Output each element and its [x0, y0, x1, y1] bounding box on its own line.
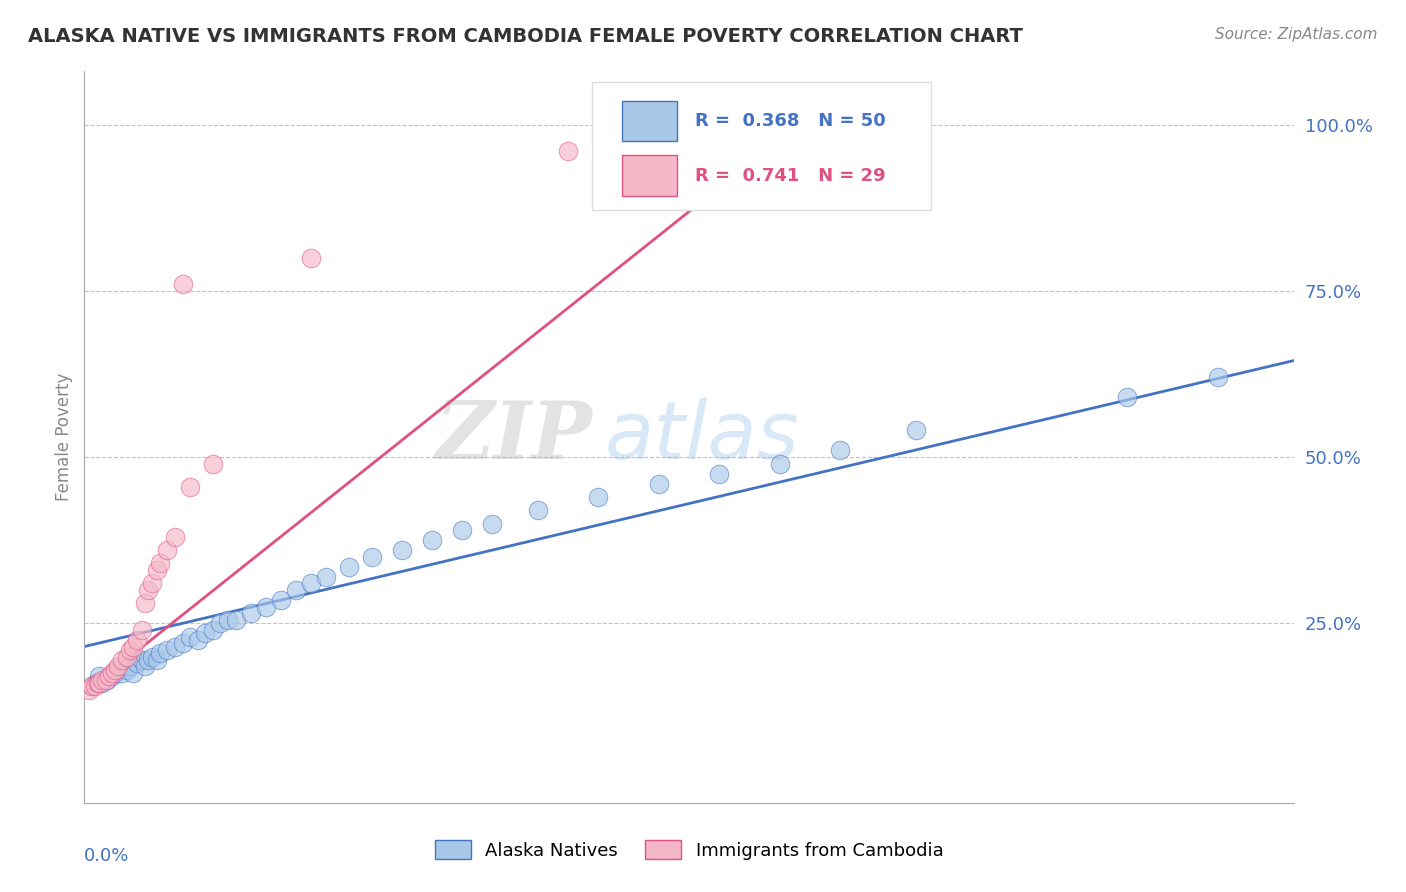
- Point: [77, 682, 100, 697]
- Point: [172, 277, 194, 292]
- Text: R =  0.368   N = 50: R = 0.368 N = 50: [695, 112, 886, 129]
- Point: [118, 659, 141, 673]
- Y-axis label: Female Poverty: Female Poverty: [55, 373, 73, 501]
- Point: [115, 663, 138, 677]
- Point: [527, 503, 550, 517]
- Text: ZIP: ZIP: [436, 399, 592, 475]
- Point: [89, 676, 111, 690]
- Point: [709, 467, 731, 481]
- Point: [156, 543, 179, 558]
- Point: [149, 646, 172, 660]
- Bar: [623, 101, 676, 141]
- Point: [360, 549, 382, 564]
- Point: [141, 649, 163, 664]
- Point: [156, 643, 179, 657]
- Point: [118, 643, 141, 657]
- Point: [111, 653, 134, 667]
- Point: [769, 457, 792, 471]
- Point: [172, 636, 194, 650]
- FancyBboxPatch shape: [592, 82, 931, 211]
- Point: [100, 669, 122, 683]
- Point: [270, 593, 292, 607]
- Point: [201, 623, 224, 637]
- Point: [648, 476, 671, 491]
- Text: Source: ZipAtlas.com: Source: ZipAtlas.com: [1215, 27, 1378, 42]
- Point: [104, 663, 127, 677]
- Point: [830, 443, 852, 458]
- Point: [96, 673, 118, 687]
- Point: [451, 523, 474, 537]
- Text: R =  0.741   N = 29: R = 0.741 N = 29: [695, 167, 886, 185]
- Point: [285, 582, 308, 597]
- Point: [121, 666, 143, 681]
- Point: [131, 653, 153, 667]
- Point: [146, 653, 169, 667]
- Point: [86, 676, 108, 690]
- Point: [337, 559, 360, 574]
- Point: [315, 570, 337, 584]
- Point: [80, 680, 103, 694]
- Point: [217, 613, 239, 627]
- Text: 0.0%: 0.0%: [84, 847, 129, 864]
- Point: [136, 653, 159, 667]
- Point: [111, 666, 134, 681]
- Point: [557, 144, 579, 158]
- Point: [194, 626, 217, 640]
- Point: [179, 480, 201, 494]
- Point: [136, 582, 159, 597]
- Point: [201, 457, 224, 471]
- Point: [131, 623, 153, 637]
- Point: [107, 663, 129, 677]
- Point: [127, 632, 149, 647]
- Point: [127, 656, 149, 670]
- Point: [481, 516, 503, 531]
- Point: [91, 676, 114, 690]
- Point: [97, 669, 120, 683]
- Bar: [623, 155, 676, 195]
- Text: ALASKA NATIVE VS IMMIGRANTS FROM CAMBODIA FEMALE POVERTY CORRELATION CHART: ALASKA NATIVE VS IMMIGRANTS FROM CAMBODI…: [28, 27, 1024, 45]
- Point: [254, 599, 277, 614]
- Point: [165, 530, 187, 544]
- Point: [104, 666, 127, 681]
- Text: atlas: atlas: [605, 398, 799, 476]
- Point: [84, 680, 107, 694]
- Point: [146, 563, 169, 577]
- Point: [420, 533, 443, 548]
- Point: [209, 616, 232, 631]
- Point: [187, 632, 209, 647]
- Point: [89, 669, 111, 683]
- Point: [134, 596, 156, 610]
- Point: [1116, 390, 1139, 404]
- Point: [391, 543, 413, 558]
- Legend: Alaska Natives, Immigrants from Cambodia: Alaska Natives, Immigrants from Cambodia: [427, 833, 950, 867]
- Point: [179, 630, 201, 644]
- Point: [225, 613, 247, 627]
- Point: [134, 659, 156, 673]
- Point: [239, 607, 262, 621]
- Point: [121, 640, 143, 654]
- Point: [87, 676, 110, 690]
- Point: [141, 576, 163, 591]
- Point: [588, 490, 610, 504]
- Point: [165, 640, 187, 654]
- Point: [1206, 370, 1229, 384]
- Point: [299, 576, 322, 591]
- Point: [100, 666, 122, 681]
- Point: [904, 424, 927, 438]
- Point: [107, 659, 129, 673]
- Point: [115, 649, 138, 664]
- Point: [299, 251, 322, 265]
- Point: [91, 673, 114, 687]
- Point: [80, 680, 103, 694]
- Point: [149, 557, 172, 571]
- Point: [94, 673, 117, 687]
